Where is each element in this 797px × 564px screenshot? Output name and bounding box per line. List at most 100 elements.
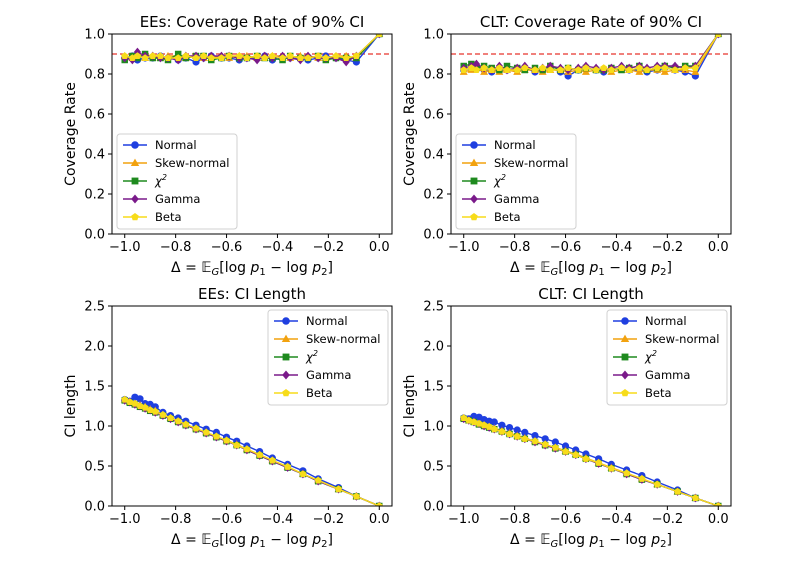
legend-label: χ2: [305, 349, 318, 364]
data-point: [623, 469, 631, 477]
data-point: [635, 64, 643, 72]
data-point: [582, 455, 590, 462]
data-point: [268, 52, 276, 60]
y-axis-label: CI length: [63, 375, 79, 438]
data-point: [673, 487, 682, 495]
series-line: [463, 34, 719, 71]
x-tick-label: 0.0: [708, 512, 729, 527]
data-point: [352, 492, 360, 500]
data-point: [207, 54, 215, 62]
x-tick-label: −0.4: [601, 512, 633, 527]
x-tick-label: 0.0: [369, 240, 390, 255]
legend-box: [267, 309, 389, 406]
legend-marker: [131, 213, 139, 221]
data-point: [243, 54, 251, 62]
data-point: [643, 66, 651, 74]
legend-marker: [470, 213, 478, 221]
y-tick-label: 1.5: [423, 380, 444, 395]
data-point: [635, 67, 644, 75]
x-tick-label: −0.8: [499, 240, 531, 255]
x-tick-label: −1.0: [448, 240, 480, 255]
legend-label: Skew-normal: [494, 156, 568, 170]
data-point: [505, 430, 514, 438]
x-tick-label: −0.8: [160, 240, 192, 255]
x-tick-label: −0.8: [499, 512, 531, 527]
legend-marker: [621, 389, 629, 397]
data-point: [475, 419, 483, 427]
data-point: [653, 480, 661, 488]
data-point: [564, 64, 572, 72]
data-point: [480, 64, 488, 72]
x-tick-label: −0.8: [160, 512, 192, 527]
x-tick-label: −0.4: [262, 240, 294, 255]
legend-label: Beta: [645, 386, 672, 400]
data-point: [653, 64, 661, 72]
chart-panel-3: EEs: CI Length −1.0 −0.8 −0.6 −0.4 −0.2 0.0 0.0…: [63, 285, 393, 550]
x-tick-label: −0.4: [601, 240, 633, 255]
x-tick-label: −0.6: [550, 512, 582, 527]
legend-label: Gamma: [645, 368, 690, 382]
legend-label: Normal: [306, 314, 348, 328]
data-point: [490, 425, 498, 433]
y-axis-label: CI length: [402, 375, 418, 438]
data-point: [488, 66, 496, 74]
data-point: [531, 432, 539, 440]
plot-frame: [111, 33, 393, 235]
legend: Normal Skew-normal χ2 Gamma Beta: [455, 133, 577, 230]
legend-label: χ2: [493, 173, 506, 188]
data-point: [625, 66, 633, 74]
legend-label: Skew-normal: [306, 332, 380, 346]
data-point: [561, 447, 570, 455]
data-point: [375, 502, 383, 506]
legend-marker: [282, 317, 290, 325]
data-point: [495, 64, 503, 72]
data-point: [531, 437, 539, 445]
data-point: [671, 66, 679, 74]
data-point: [284, 463, 292, 470]
x-tick-label: −0.2: [313, 512, 345, 527]
legend-item: Skew-normal: [123, 156, 229, 170]
data-point: [128, 54, 136, 62]
data-point: [607, 66, 615, 74]
data-point: [314, 476, 322, 484]
chart-title: CLT: Coverage Rate of 90% CI: [480, 13, 702, 31]
y-tick-label: 0.0: [84, 500, 105, 515]
data-point: [513, 432, 521, 440]
data-point: [472, 66, 481, 74]
legend-box: [606, 309, 728, 406]
data-point: [581, 67, 590, 75]
data-point: [551, 443, 559, 451]
data-point: [334, 485, 343, 493]
data-point: [660, 67, 669, 75]
y-tick-label: 0.5: [423, 460, 444, 475]
legend-marker: [131, 141, 139, 149]
data-point: [691, 64, 699, 72]
series-pentagon: [121, 34, 383, 62]
data-point: [268, 456, 276, 464]
legend-item: χ2: [274, 349, 318, 364]
x-axis-label: Δ = 𝔼G[log p1 − log p2]: [171, 532, 333, 550]
data-point: [376, 34, 383, 38]
legend-marker: [282, 370, 290, 380]
data-point: [149, 52, 157, 60]
series-pentagon: [460, 34, 722, 74]
data-point: [342, 54, 350, 62]
data-point: [681, 64, 689, 72]
chart-panel-4: CLT: CI Length −1.0 −0.8 −0.6 −0.4 −0.2 0.0 0.0…: [402, 285, 732, 550]
y-tick-label: 0.0: [84, 228, 105, 243]
y-tick-label: 2.5: [423, 300, 444, 315]
data-point: [513, 426, 521, 434]
data-point: [256, 451, 264, 458]
data-point: [503, 66, 511, 74]
legend-marker: [281, 334, 291, 343]
data-point: [141, 54, 149, 62]
x-tick-label: −0.2: [652, 512, 684, 527]
x-tick-label: −0.2: [652, 240, 684, 255]
data-point: [472, 59, 481, 69]
y-tick-label: 0.6: [423, 108, 444, 123]
data-point: [133, 52, 142, 60]
data-point: [539, 64, 547, 72]
legend-item: Skew-normal: [462, 156, 568, 170]
legend-item: Skew-normal: [274, 332, 380, 346]
chart-panel-2: CLT: Coverage Rate of 90% CI −1.0 −0.8 −0.6…: [402, 13, 732, 278]
